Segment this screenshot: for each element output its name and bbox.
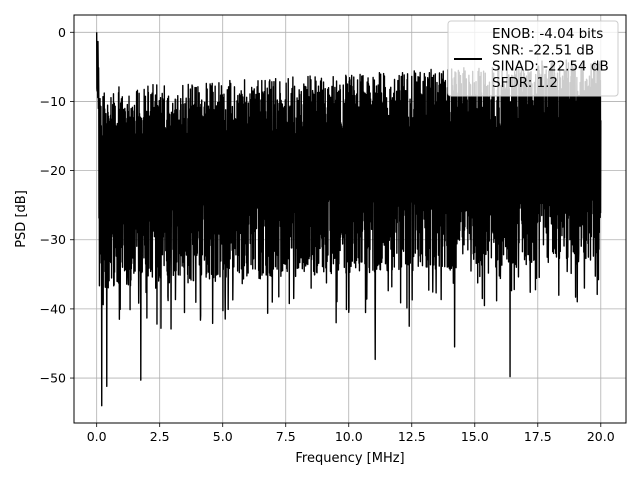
y-tick-label: −10	[40, 94, 66, 109]
y-tick-label: −30	[40, 232, 66, 247]
x-tick-label: 20.0	[587, 429, 615, 444]
x-tick-label: 17.5	[524, 429, 552, 444]
x-axis: 0.0 2.5 5.0 7.5 10.0 12.5 15.0 17.5 20.0	[87, 423, 615, 444]
legend-entry-line: SINAD: -22.54 dB	[492, 59, 609, 75]
x-tick-label: 10.0	[335, 429, 363, 444]
plot-area-frame	[73, 14, 627, 424]
legend-entry-line: ENOB: -4.04 bits	[492, 26, 603, 42]
y-tick-label: 0	[58, 25, 66, 40]
y-axis-label: PSD [dB]	[14, 190, 29, 248]
legend-box	[447, 20, 619, 97]
y-tick-label: −20	[40, 163, 66, 178]
x-tick-label: 0.0	[87, 429, 107, 444]
y-axis: 0 −10 −20 −30 −40 −50	[40, 25, 74, 386]
x-tick-label: 2.5	[150, 429, 170, 444]
legend-entry-line: SNR: -22.51 dB	[492, 42, 594, 58]
x-axis-label: Frequency [MHz]	[295, 451, 404, 466]
legend-entry-line: SFDR: 1.2	[492, 75, 558, 91]
x-tick-label: 15.0	[461, 429, 489, 444]
x-tick-label: 7.5	[276, 429, 296, 444]
x-tick-label: 5.0	[213, 429, 233, 444]
y-tick-label: −40	[40, 301, 66, 316]
y-tick-label: −50	[40, 371, 66, 386]
x-tick-label: 12.5	[398, 429, 426, 444]
